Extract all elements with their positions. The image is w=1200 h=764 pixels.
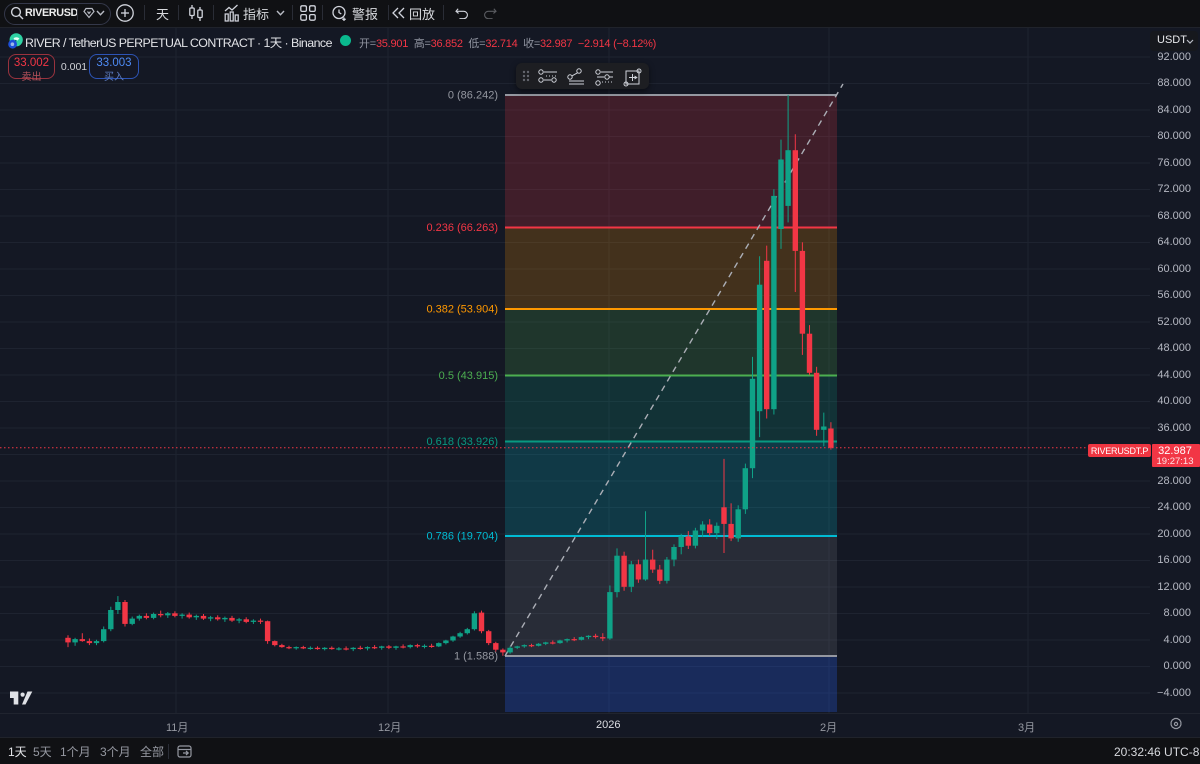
svg-text:0.236 (66.263): 0.236 (66.263) bbox=[426, 222, 498, 234]
svg-text:0.618 (33.926): 0.618 (33.926) bbox=[426, 436, 498, 448]
svg-text:0.382 (53.904): 0.382 (53.904) bbox=[426, 304, 498, 316]
svg-text:0 (86.242): 0 (86.242) bbox=[448, 89, 498, 101]
svg-text:1 (1.588): 1 (1.588) bbox=[454, 650, 498, 662]
svg-text:0.786 (19.704): 0.786 (19.704) bbox=[426, 530, 498, 542]
svg-text:0.5 (43.915): 0.5 (43.915) bbox=[439, 370, 498, 382]
